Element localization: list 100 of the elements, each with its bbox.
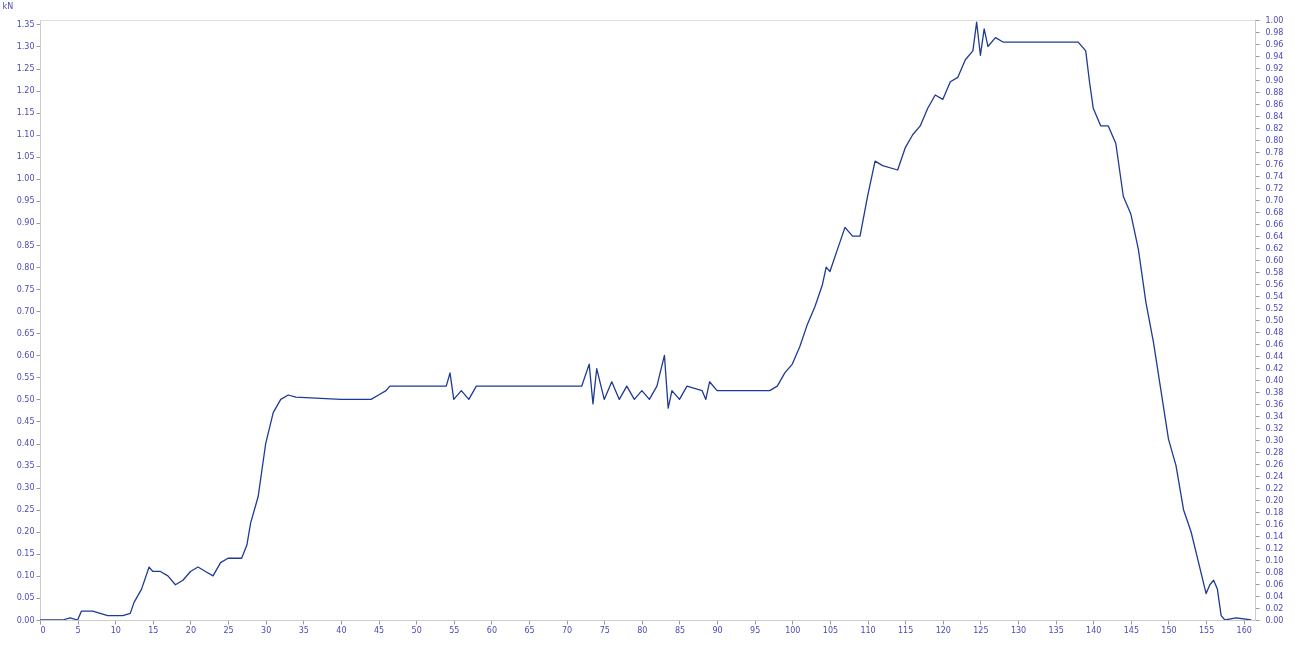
y2-tick-label: 0.64 xyxy=(1265,231,1284,241)
y-tick-label: 0.75 xyxy=(16,284,35,294)
y-tick-label: 0.70 xyxy=(16,306,35,316)
x-tick-label: 40 xyxy=(336,625,347,635)
y-tick-label: 0.50 xyxy=(16,394,35,404)
y2-tick-label: 0.82 xyxy=(1265,123,1284,133)
y2-tick-label: 0.46 xyxy=(1265,339,1284,349)
y2-tick-label: 0.60 xyxy=(1265,255,1284,265)
y-tick-label: 0.30 xyxy=(16,483,35,493)
y2-tick-label: 0.76 xyxy=(1265,159,1284,169)
y2-tick-label: 0.56 xyxy=(1265,279,1284,289)
y-tick-label: 0.55 xyxy=(16,372,35,382)
x-tick-label: 85 xyxy=(674,625,686,635)
y2-tick-label: 0.10 xyxy=(1265,555,1284,565)
x-tick-label: 125 xyxy=(973,625,989,635)
x-tick-label: 15 xyxy=(148,625,159,635)
y-tick-label: 0.10 xyxy=(16,571,35,581)
y2-tick-label: 0.02 xyxy=(1265,603,1284,613)
y-axis-title: kN xyxy=(2,1,14,11)
x-tick-label: 140 xyxy=(1086,625,1102,635)
y2-tick-label: 0.14 xyxy=(1265,531,1284,541)
y2-tick-label: 0.30 xyxy=(1265,435,1284,445)
y-tick-label: 0.45 xyxy=(16,416,35,426)
y2-tick-label: 0.52 xyxy=(1265,303,1284,313)
y-tick-label: 1.10 xyxy=(16,130,35,140)
y2-tick-label: 0.92 xyxy=(1265,63,1284,73)
y2-tick-label: 0.04 xyxy=(1265,591,1284,601)
y-tick-label: 1.15 xyxy=(16,108,35,118)
y-tick-label: 1.35 xyxy=(16,19,35,29)
y2-tick-label: 0.78 xyxy=(1265,147,1284,157)
y-tick-label: 0.90 xyxy=(16,218,35,228)
y2-tick-label: 1.00 xyxy=(1265,15,1284,25)
x-tick-label: 120 xyxy=(935,625,951,635)
y-tick-label: 0.25 xyxy=(16,505,35,515)
y-tick-label: 1.25 xyxy=(16,64,35,74)
y2-tick-label: 0.72 xyxy=(1265,183,1284,193)
y-tick-label: 0.85 xyxy=(16,240,35,250)
y2-tick-label: 0.12 xyxy=(1265,543,1284,553)
y-tick-label: 0.00 xyxy=(16,615,35,625)
x-tick-label: 135 xyxy=(1048,625,1064,635)
y-tick-label: 0.20 xyxy=(16,527,35,537)
x-tick-label: 130 xyxy=(1010,625,1027,635)
y-tick-label: 1.00 xyxy=(16,174,35,184)
y-tick-label: 0.80 xyxy=(16,262,35,272)
y2-tick-label: 0.98 xyxy=(1265,27,1284,37)
y-tick-label: 0.15 xyxy=(16,549,35,559)
x-tick-label: 90 xyxy=(712,625,723,635)
y2-tick-label: 0.22 xyxy=(1265,483,1284,493)
y2-tick-label: 0.40 xyxy=(1265,375,1284,385)
y-tick-label: 0.35 xyxy=(16,461,35,471)
y-tick-label: 0.65 xyxy=(16,328,35,338)
x-tick-label: 5 xyxy=(75,625,81,635)
y2-tick-label: 0.62 xyxy=(1265,243,1284,253)
y2-tick-label: 0.80 xyxy=(1265,135,1284,145)
y-tick-label: 1.20 xyxy=(16,86,35,96)
x-tick-label: 20 xyxy=(185,625,197,635)
y2-tick-label: 0.32 xyxy=(1265,423,1284,433)
y2-tick-label: 0.48 xyxy=(1265,327,1284,337)
x-tick-label: 160 xyxy=(1236,625,1252,635)
y-tick-label: 1.30 xyxy=(16,41,35,51)
x-tick-label: 80 xyxy=(637,625,648,635)
y2-tick-label: 0.18 xyxy=(1265,507,1284,517)
x-tick-label: 115 xyxy=(898,625,914,635)
y2-tick-label: 0.20 xyxy=(1265,495,1284,505)
x-tick-label: 60 xyxy=(486,625,497,635)
x-tick-label: 95 xyxy=(750,625,761,635)
x-tick-label: 30 xyxy=(261,625,272,635)
y2-tick-label: 0.08 xyxy=(1265,567,1284,577)
y2-tick-label: 0.96 xyxy=(1265,39,1284,49)
y-tick-label: 0.60 xyxy=(16,350,35,360)
y2-tick-label: 0.00 xyxy=(1265,615,1284,625)
y2-tick-label: 0.84 xyxy=(1265,111,1284,121)
x-tick-label: 45 xyxy=(373,625,385,635)
x-tick-label: 70 xyxy=(562,625,573,635)
y-tick-label: 1.05 xyxy=(16,152,35,162)
x-tick-label: 0 xyxy=(40,625,46,635)
y2-tick-label: 0.26 xyxy=(1265,459,1284,469)
y2-tick-label: 0.88 xyxy=(1265,87,1284,97)
y-tick-label: 0.05 xyxy=(16,593,35,603)
y-tick-label: 0.95 xyxy=(16,196,35,206)
y2-tick-label: 0.24 xyxy=(1265,471,1284,481)
x-tick-label: 10 xyxy=(110,625,121,635)
y2-tick-label: 0.06 xyxy=(1265,579,1284,589)
y2-tick-label: 0.16 xyxy=(1265,519,1284,529)
y2-tick-label: 0.86 xyxy=(1265,99,1284,109)
y2-tick-label: 0.38 xyxy=(1265,387,1284,397)
y2-tick-label: 0.34 xyxy=(1265,411,1284,421)
x-tick-label: 25 xyxy=(223,625,234,635)
x-tick-label: 110 xyxy=(860,625,876,635)
x-tick-label: 145 xyxy=(1123,625,1140,635)
y2-tick-label: 0.42 xyxy=(1265,363,1284,373)
line-series xyxy=(40,21,1252,620)
x-tick-label: 75 xyxy=(599,625,610,635)
x-tick-label: 65 xyxy=(524,625,535,635)
y2-tick-label: 0.70 xyxy=(1265,195,1284,205)
y2-tick-label: 0.68 xyxy=(1265,207,1284,217)
y2-tick-label: 0.36 xyxy=(1265,399,1284,409)
y2-tick-label: 0.74 xyxy=(1265,171,1284,181)
x-tick-label: 105 xyxy=(822,625,839,635)
y-tick-label: 0.40 xyxy=(16,439,35,449)
